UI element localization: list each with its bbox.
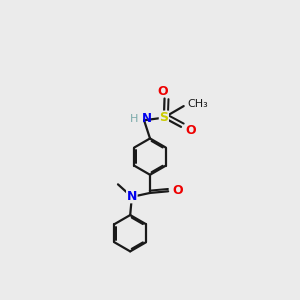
- Text: N: N: [127, 190, 137, 203]
- Text: O: O: [185, 124, 196, 137]
- Text: CH₃: CH₃: [187, 99, 208, 110]
- Text: N: N: [142, 112, 152, 125]
- Text: H: H: [130, 114, 138, 124]
- Text: O: O: [172, 184, 183, 197]
- Text: O: O: [158, 85, 168, 98]
- Text: S: S: [159, 111, 168, 124]
